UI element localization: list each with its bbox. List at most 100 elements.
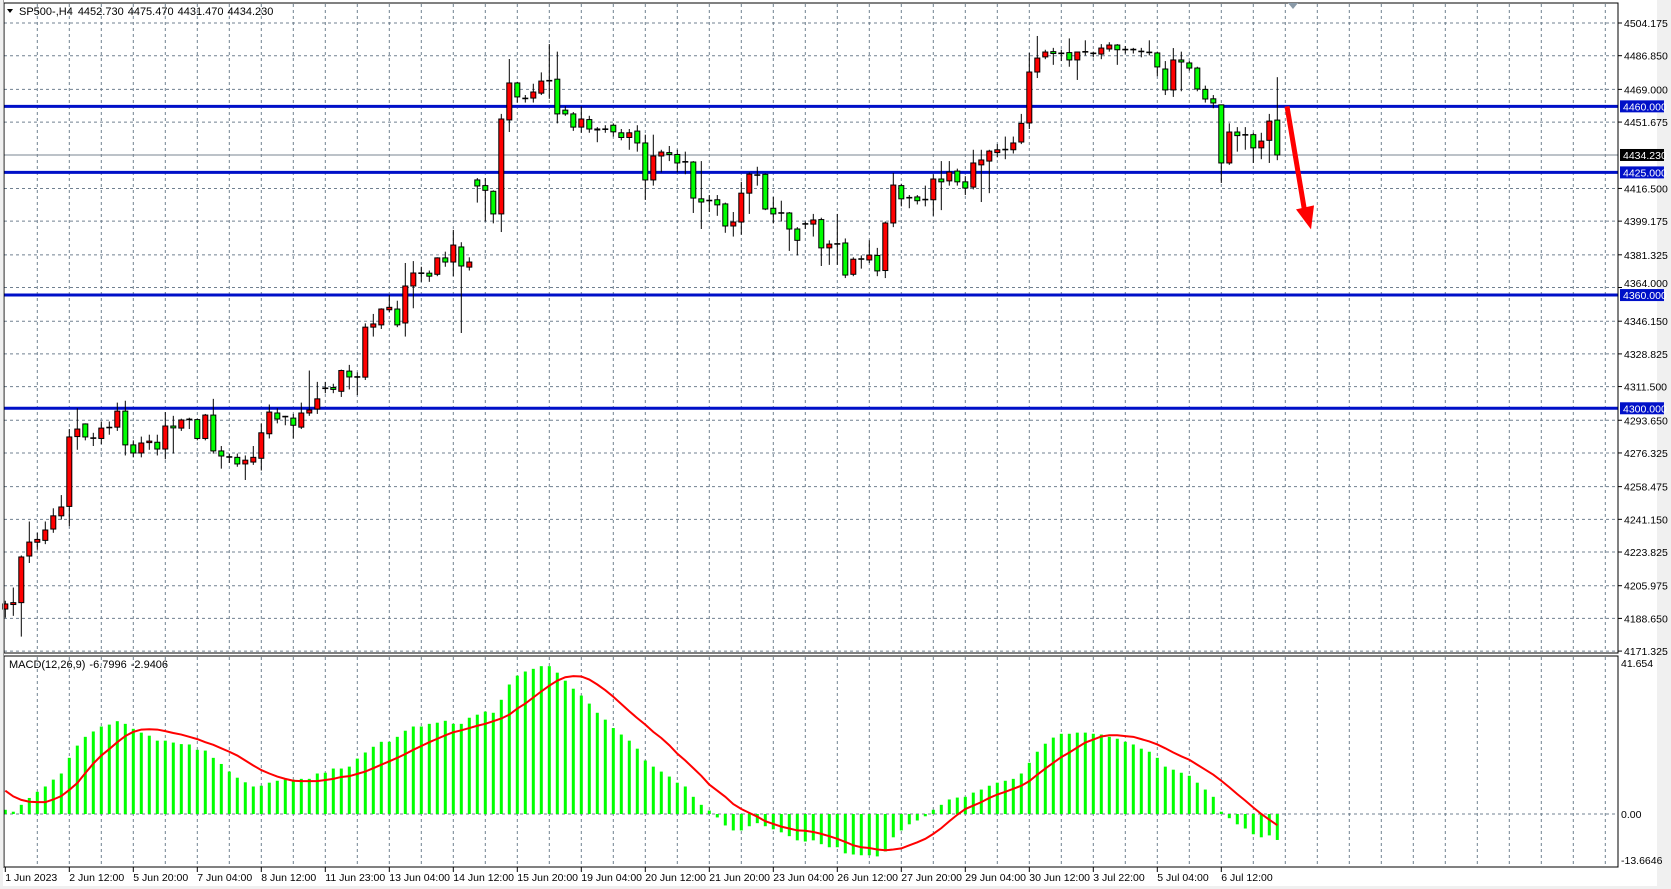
macd-histogram-bar [667,776,671,814]
candle [954,168,961,186]
price-tick-label: 4205.975 [1624,581,1668,593]
candle [610,123,617,137]
red-down-arrow-annotation[interactable] [1284,105,1314,230]
candle [578,106,585,133]
candle-body [770,207,777,215]
candle [618,129,625,141]
macd-histogram-bar [3,809,7,814]
chart-shift-marker-icon[interactable] [1288,3,1298,9]
level-price-badge [1620,402,1664,415]
candle-body [162,425,169,450]
candle-body [1170,59,1177,91]
macd-histogram-bar [787,814,791,837]
price-tick-label: 4381.325 [1624,250,1668,262]
candle [474,178,481,203]
macd-histogram-bar [195,749,199,814]
macd-histogram-bar [651,766,655,814]
candle [506,58,513,133]
macd-histogram-bar [883,814,887,852]
macd-histogram-bar [795,814,799,841]
price-tick-label: 4293.650 [1624,415,1668,427]
triangle-down-icon[interactable] [7,9,13,13]
price-tick-label: 4416.500 [1624,183,1668,195]
time-tick-label: 30 Jun 12:00 [1029,872,1090,884]
candle-body [658,151,665,157]
candle [1066,38,1073,67]
macd-histogram-bar [907,814,911,825]
candle-body [298,412,305,428]
candle [1218,104,1225,183]
candle [1018,113,1025,145]
candle [322,381,329,394]
candle-body [154,441,161,450]
candle-body [458,246,465,267]
candle [874,247,881,277]
candle [682,151,689,175]
candle-body [1258,140,1265,149]
macd-histogram-bar [1211,796,1215,814]
horizontal-levels[interactable] [4,104,1618,410]
candle [26,521,33,564]
candle [674,149,681,173]
candle [1026,52,1033,130]
candle-body [378,308,385,326]
arrow-shaft[interactable] [1284,105,1308,214]
macd-histogram-bar [339,768,343,814]
candle-body [826,243,833,249]
candle-body [1266,120,1273,141]
candle [570,112,577,131]
candle-body [1202,88,1209,100]
macd-axis: 41.654 0.00 -13.6646 [1621,658,1663,867]
macd-histogram-bar [1131,744,1135,814]
price-axis: 4504.175 4486.850 4469.000 4451.675 4416.500… [1618,18,1668,658]
macd-histogram-bar [347,766,351,814]
candle-body [98,427,105,439]
candle [530,83,537,103]
candle-body [338,370,345,392]
candle [82,423,89,441]
candle-body [730,221,737,227]
macd-signal-line [4,675,1278,852]
candle-body [58,506,65,517]
candle [786,212,793,251]
candle-body [314,398,321,410]
macd-histogram-bar [1115,738,1119,814]
candle-body [306,409,313,414]
candle-body [242,459,249,465]
candle-body [426,272,433,277]
candle-body [1114,44,1121,51]
macd-histogram-bar [91,731,95,814]
candle-body [498,118,505,215]
candle [1258,132,1265,160]
candle-body [890,184,897,224]
macd-histogram-bar [59,773,63,814]
candle-body [722,203,729,227]
candle [1234,127,1241,152]
macd-histogram-bar [1235,814,1239,825]
macd-histogram-bar [211,757,215,814]
candle [994,144,1001,158]
candle-body [642,142,649,181]
candle [514,81,521,103]
macd-histogram-bar [251,786,255,814]
price-tick-label: 4188.650 [1624,613,1668,625]
candle-body [898,185,905,200]
macd-histogram-bar [1107,736,1111,814]
candle [418,266,425,282]
candle [114,402,121,431]
macd-histogram-bar [187,744,191,814]
candle-body [882,222,889,272]
macd-histogram-bar [1187,775,1191,814]
candle-body [130,444,137,454]
candle-body [818,219,825,249]
macd-histogram-bar [595,712,599,814]
macd-histogram-bar [1163,766,1167,814]
candle [554,51,561,124]
time-tick-label: 5 Jun 20:00 [133,872,188,884]
candle [1146,40,1153,56]
candle-body [370,323,377,328]
arrow-head-icon[interactable] [1296,205,1314,230]
candle [706,195,713,213]
candle [98,421,105,445]
